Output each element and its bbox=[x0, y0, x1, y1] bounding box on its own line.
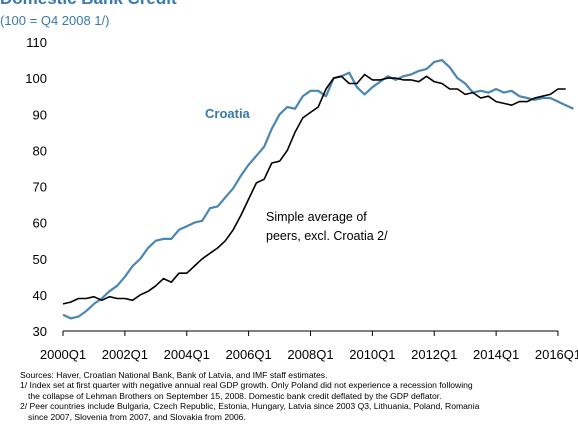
chart-title: Domestic Bank Credit bbox=[0, 0, 177, 9]
y-tick-label: 110 bbox=[26, 35, 47, 50]
annotation-croatia: Croatia bbox=[205, 106, 251, 121]
x-tick-label: 2004Q1 bbox=[164, 347, 210, 362]
chart-axes: 30 40 50 60 70 80 90 100 110 2000Q1 2002Q1 2004Q1 20… bbox=[25, 35, 578, 362]
y-tick-label: 90 bbox=[33, 107, 47, 122]
footnote-1-line-1: 1/ Index set at first quarter with negat… bbox=[20, 380, 473, 391]
x-tick-label: 2012Q1 bbox=[411, 347, 457, 362]
y-tick-label: 50 bbox=[33, 252, 47, 267]
y-tick-label: 80 bbox=[33, 143, 47, 158]
footnote-1-line-2: the collapse of Lehman Brothers on Septe… bbox=[28, 390, 442, 401]
x-tick-label: 2008Q1 bbox=[287, 347, 333, 362]
chart-series bbox=[62, 58, 574, 320]
x-tick-label: 2016Q1 bbox=[535, 347, 578, 362]
x-tick-label: 2014Q1 bbox=[473, 347, 519, 362]
footnote-2-line-1: 2/ Peer countries include Bulgaria, Czec… bbox=[20, 401, 480, 412]
sources-note: Sources: Haver, Croatian National Bank, … bbox=[20, 370, 328, 380]
x-tick-label: 2006Q1 bbox=[225, 347, 271, 362]
series-line-croatia bbox=[62, 58, 574, 320]
chart-notes: Sources: Haver, Croatian National Bank, … bbox=[20, 370, 575, 422]
x-tick-label: 2010Q1 bbox=[349, 347, 395, 362]
x-tick-label: 2000Q1 bbox=[40, 347, 86, 362]
chart-subtitle: (100 = Q4 2008 1/) bbox=[0, 13, 110, 28]
y-tick-label: 30 bbox=[33, 324, 47, 339]
y-tick-label: 40 bbox=[33, 288, 47, 303]
series-line-peers-average bbox=[62, 73, 566, 305]
chart-canvas: 30 40 50 60 70 80 90 100 110 2000Q1 2002Q1 2004Q1 20… bbox=[25, 35, 578, 362]
y-tick-label: 100 bbox=[25, 71, 47, 86]
footnote-2-line-2: since 2007, Slovenia from 2007, and Slov… bbox=[28, 411, 246, 422]
annotation-peers-line2: peers, excl. Croatia 2/ bbox=[266, 229, 388, 243]
annotation-peers-line1: Simple average of bbox=[266, 210, 367, 224]
y-tick-label: 70 bbox=[33, 180, 47, 195]
x-tick-label: 2002Q1 bbox=[102, 347, 148, 362]
y-tick-label: 60 bbox=[33, 216, 47, 231]
